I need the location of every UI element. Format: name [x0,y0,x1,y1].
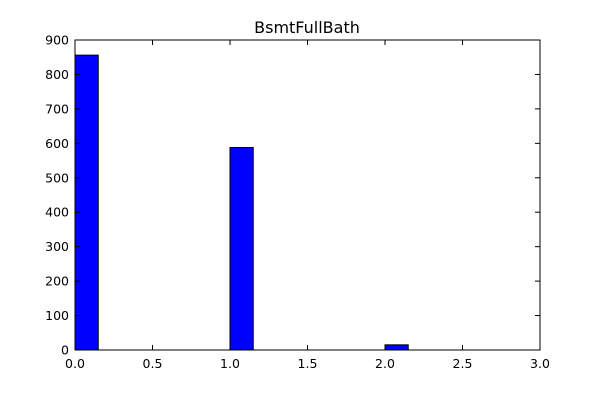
bars-group [74,54,409,351]
histogram-bar-1 [229,146,254,351]
x-tick-label-6: 3.0 [530,356,550,371]
y-tick-label-5: 500 [45,170,69,185]
plot-frame [74,39,541,351]
y-tick-label-0: 0 [61,343,69,358]
x-tick-label-3: 1.5 [298,356,318,371]
x-tick-label-1: 0.5 [143,356,163,371]
y-tick-label-3: 300 [45,239,69,254]
y-tick-label-8: 800 [45,67,69,82]
histogram-bar-0 [74,54,99,351]
x-tick-label-2: 1.0 [220,356,240,371]
y-tick-label-6: 600 [45,136,69,151]
x-tick-label-0: 0.0 [65,356,85,371]
x-tick-label-5: 2.5 [453,356,473,371]
y-tick-label-2: 200 [45,274,69,289]
chart-title: BsmtFullBath [254,18,360,37]
y-tick-label-1: 100 [45,308,69,323]
y-tick-label-4: 400 [45,205,69,220]
histogram-bar-2 [384,344,409,351]
x-axis: 0.0 0.5 1.0 1.5 2.0 2.5 3.0 [65,40,550,371]
y-tick-label-9: 900 [45,33,69,48]
x-tick-label-4: 2.0 [375,356,395,371]
y-axis: 0 100 200 300 400 500 600 700 800 900 [45,33,540,358]
y-tick-label-7: 700 [45,101,69,116]
